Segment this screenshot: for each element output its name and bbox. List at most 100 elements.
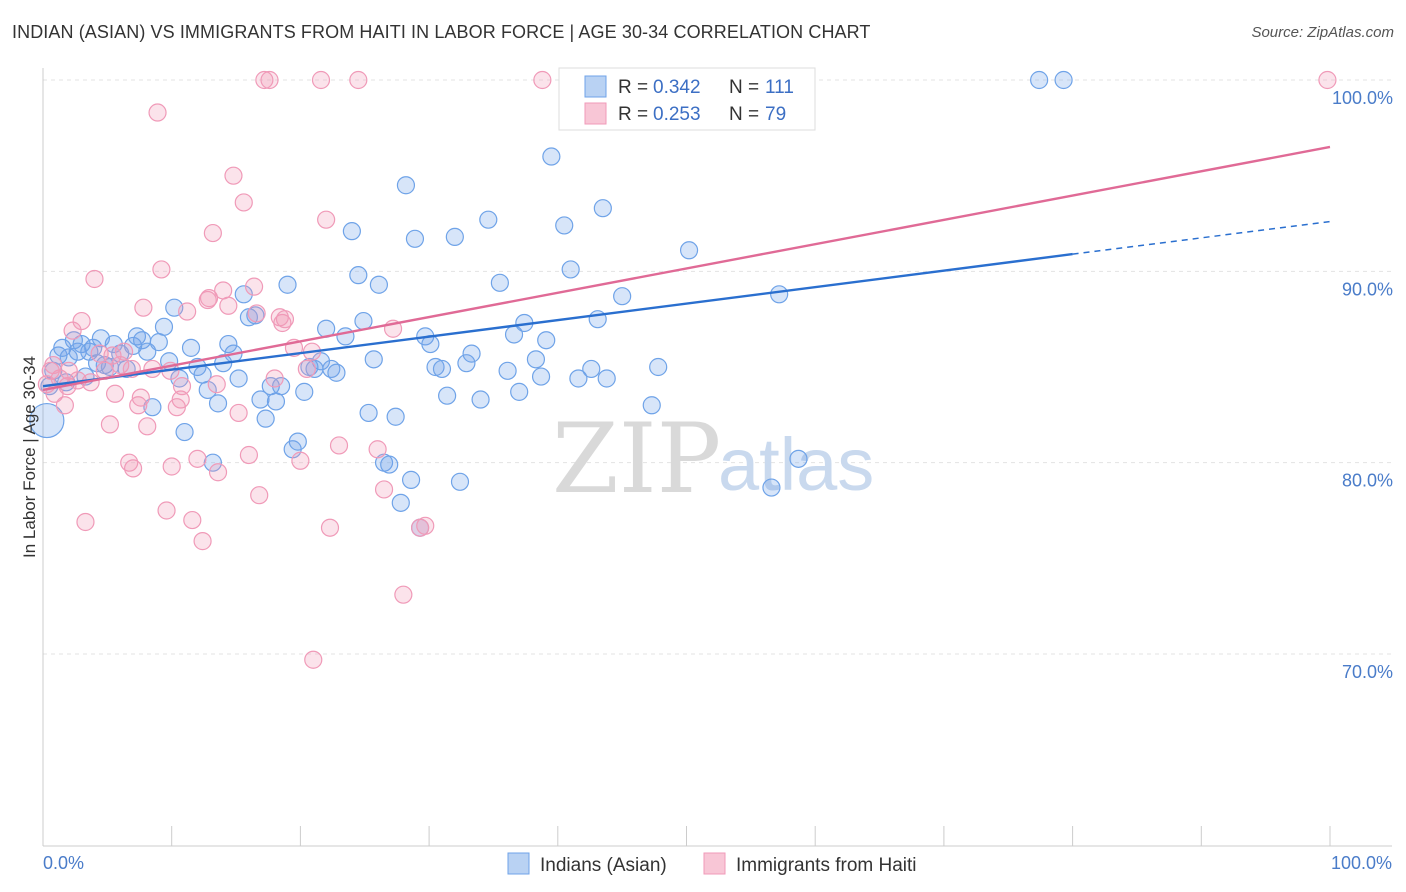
watermark-atlas: atlas xyxy=(718,423,874,506)
trend-lines xyxy=(42,145,1331,392)
bottom-legend-label-indians: Indians (Asian) xyxy=(540,855,667,876)
legend-n-label-indians: N = xyxy=(729,77,759,98)
indians-asian-point xyxy=(490,273,509,292)
indians-asian-point xyxy=(542,147,561,166)
y-tick-label: 80.0% xyxy=(1342,471,1393,491)
haiti-point xyxy=(199,289,219,308)
indians-asian-point xyxy=(426,357,445,377)
indians-asian-point xyxy=(597,369,616,388)
indians-asian-point xyxy=(445,227,464,246)
indians-asian-point xyxy=(396,176,416,195)
indians-asian-point xyxy=(369,275,389,294)
indians-asian-point xyxy=(498,361,517,380)
haiti-point xyxy=(123,459,143,478)
indians-asian-point xyxy=(364,350,383,369)
haiti-point xyxy=(255,70,274,90)
x-tick-label-min: 0.0% xyxy=(43,853,84,873)
indians-asian-point xyxy=(642,396,661,415)
haiti-point xyxy=(311,70,331,90)
indians-asian-point xyxy=(349,266,368,285)
haiti-point xyxy=(103,346,122,365)
indians-asian-point xyxy=(789,449,808,468)
indians-asian-point xyxy=(219,334,238,354)
haiti-point xyxy=(134,298,153,317)
haiti-point xyxy=(229,403,248,423)
indians-asian-point xyxy=(593,199,612,218)
haiti-point xyxy=(533,70,552,90)
indians-asian-point xyxy=(479,210,498,229)
legend-n-label-haiti: N = xyxy=(729,104,759,125)
haiti-point xyxy=(317,210,336,229)
indians-asian-point xyxy=(561,260,580,279)
haiti-point xyxy=(44,355,63,375)
y-tick-label: 100.0% xyxy=(1332,88,1393,108)
haiti-point xyxy=(111,355,130,375)
haiti-point xyxy=(374,480,394,499)
indians-asian-point xyxy=(288,432,307,451)
indians-asian-point xyxy=(72,334,91,354)
indians-asian-trend-line xyxy=(42,252,1073,388)
haiti-point xyxy=(250,486,269,505)
indians-asian-point xyxy=(457,354,476,373)
x-tick-label-max: 100.0% xyxy=(1331,853,1392,873)
indians-asian-point xyxy=(266,392,286,411)
haiti-point xyxy=(171,390,190,409)
haiti-point xyxy=(76,512,95,532)
haiti-point xyxy=(193,532,212,551)
haiti-point xyxy=(224,166,243,185)
indians-asian-point xyxy=(295,382,314,401)
indians-asian-trend-extension xyxy=(1072,220,1331,255)
indians-asian-point xyxy=(401,470,421,489)
indians-asian-point xyxy=(450,472,470,491)
indians-asian-point xyxy=(359,403,378,423)
haiti-point xyxy=(394,585,413,604)
bottom-legend-swatch-haiti xyxy=(703,852,726,875)
haiti-point xyxy=(138,417,157,436)
haiti-point xyxy=(1318,70,1337,90)
legend-r-label-haiti: R = xyxy=(618,104,648,125)
indians-asian-point xyxy=(510,382,529,401)
bottom-legend: Indians (Asian) Immigrants from Haiti xyxy=(507,852,917,876)
haiti-point xyxy=(416,516,435,535)
indians-asian-point xyxy=(154,317,174,336)
haiti-point xyxy=(131,388,150,407)
indians-asian-point xyxy=(278,275,297,294)
watermark-zip: ZIP xyxy=(552,403,721,515)
indians-asian-point xyxy=(198,380,217,400)
y-tick-label: 70.0% xyxy=(1342,662,1393,682)
indians-asian-point xyxy=(526,350,546,369)
legend-n-value-haiti: 79 xyxy=(765,104,786,125)
indians-asian-point xyxy=(1054,70,1073,90)
haiti-point xyxy=(234,193,253,212)
haiti-point xyxy=(247,304,266,323)
indians-asian-point xyxy=(1030,70,1049,90)
indians-asian-point xyxy=(256,409,275,428)
indians-asian-point xyxy=(234,285,253,304)
haiti-point xyxy=(105,384,125,403)
legend-swatch-haiti xyxy=(584,102,607,125)
indians-asian-point xyxy=(175,422,194,442)
indians-asian-point xyxy=(770,285,789,304)
indians-asian-point xyxy=(537,331,556,350)
top-legend: R = 0.342 N = 111 R = 0.253 N = 79 xyxy=(558,67,816,131)
haiti-point xyxy=(291,451,310,470)
haiti-point xyxy=(203,223,222,243)
haiti-point xyxy=(100,415,120,434)
indians-asian-point xyxy=(391,493,410,512)
indians-asian-point xyxy=(386,407,405,426)
indians-asian-point xyxy=(229,369,248,388)
haiti-point xyxy=(188,449,207,468)
haiti-point xyxy=(178,302,197,321)
haiti-point xyxy=(72,311,91,331)
haiti-point xyxy=(55,396,74,415)
haiti-trend-line xyxy=(42,145,1331,392)
axes xyxy=(42,68,1392,847)
haiti-point xyxy=(157,501,176,520)
indians-asian-point xyxy=(438,386,457,405)
indians-asian-point xyxy=(569,369,588,388)
indians-asian-point xyxy=(208,394,228,413)
haiti-point xyxy=(152,260,171,279)
haiti-point xyxy=(320,518,340,537)
watermark: ZIP atlas xyxy=(552,403,874,515)
haiti-point xyxy=(329,436,349,455)
